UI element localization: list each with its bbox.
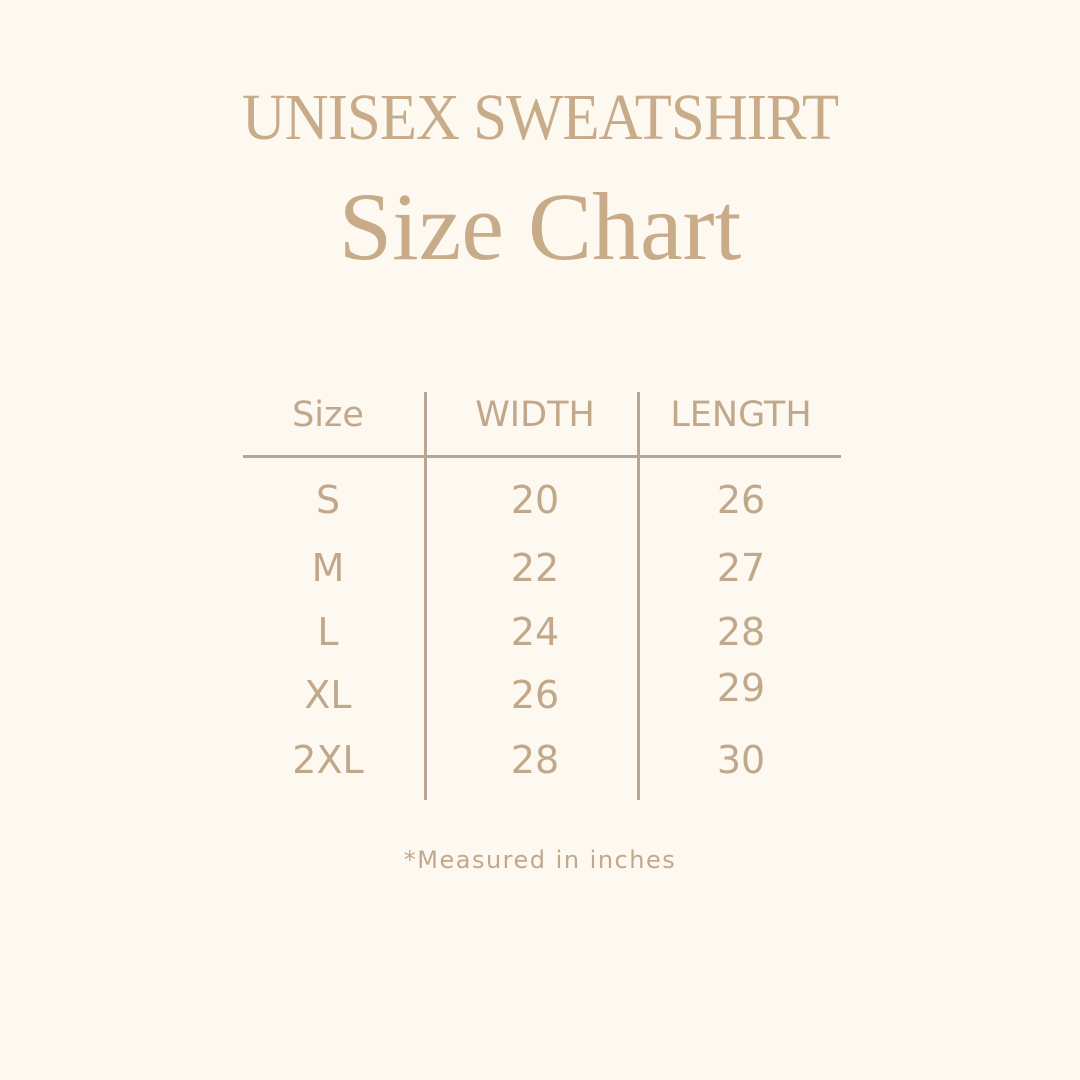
cell-size: S (315, 478, 341, 522)
cell-width: 20 (510, 478, 560, 522)
cell-length: 28 (716, 610, 766, 654)
cell-width: 24 (510, 610, 560, 654)
cell-size: M (311, 546, 345, 590)
header-divider (243, 455, 841, 458)
cell-length: 26 (716, 478, 766, 522)
cell-size: XL (304, 673, 352, 717)
subtitle: Size Chart (338, 173, 742, 280)
footnote: *Measured in inches (403, 846, 677, 874)
column-header-length: LENGTH (670, 395, 812, 435)
cell-length: 29 (716, 666, 766, 710)
title: UNISEX SWEATSHIRT (241, 81, 839, 154)
cell-width: 26 (510, 673, 560, 717)
column-divider (637, 392, 640, 800)
cell-size: 2XL (292, 738, 364, 782)
cell-width: 28 (510, 738, 560, 782)
column-divider (424, 392, 427, 800)
cell-size: L (317, 610, 339, 654)
column-header-size: Size (292, 395, 364, 435)
column-header-width: WIDTH (475, 395, 595, 435)
cell-length: 30 (716, 738, 766, 782)
cell-length: 27 (716, 546, 766, 590)
cell-width: 22 (510, 546, 560, 590)
